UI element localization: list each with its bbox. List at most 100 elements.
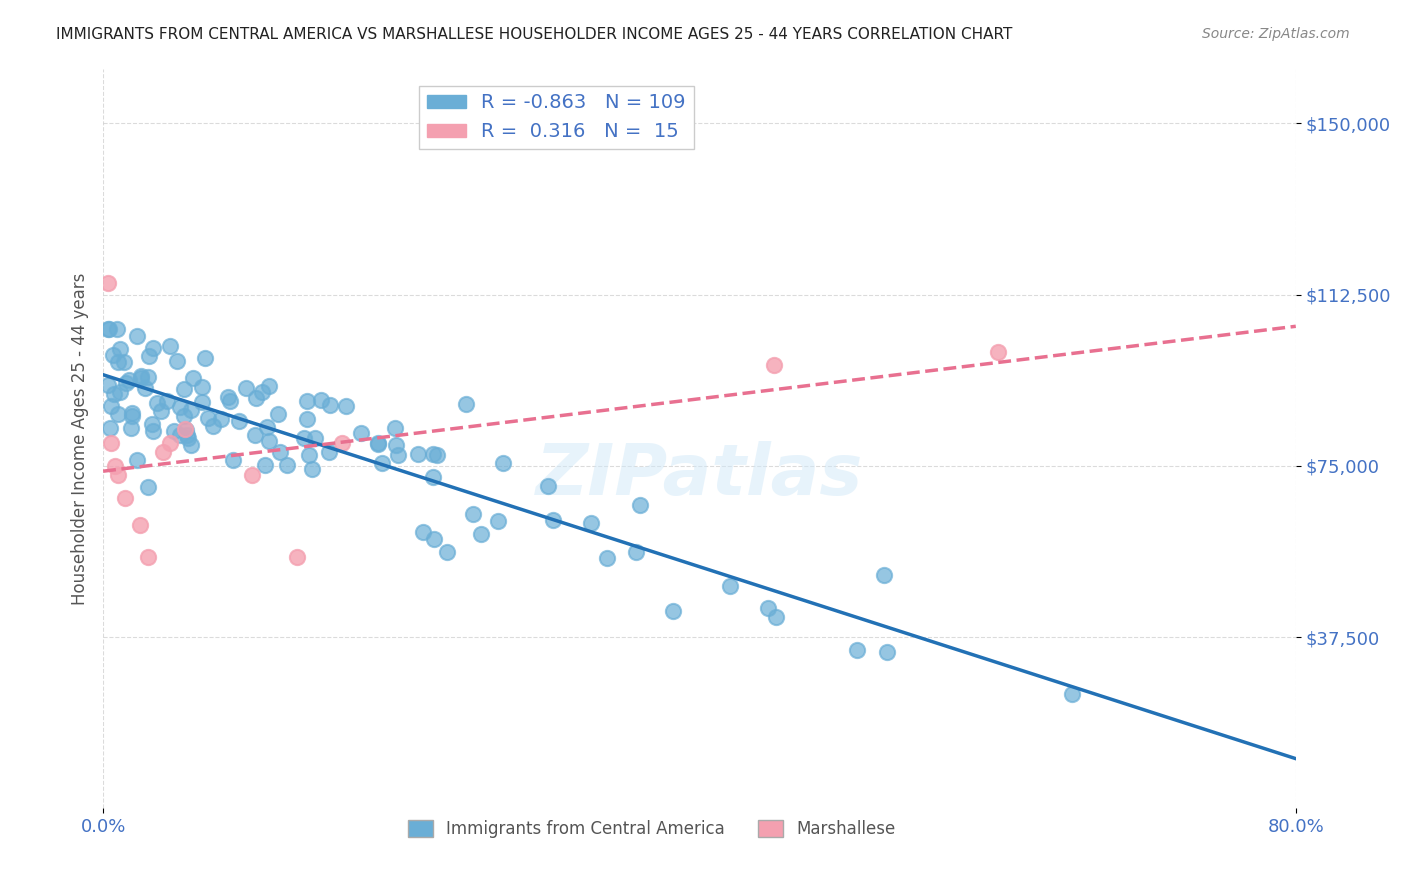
Immigrants from Central America [292,432,315,446]
Immigrants from Central America [107,355,129,369]
Marshallese [762,359,785,373]
Immigrants from Central America [461,508,484,522]
Immigrants from Central America [202,418,225,433]
Immigrants from Central America [423,532,446,546]
Immigrants from Central America [297,394,319,409]
Immigrants from Central America [141,417,163,432]
Immigrants from Central America [256,420,278,434]
Immigrants from Central America [335,399,357,413]
Immigrants from Central America [412,525,434,540]
Marshallese [987,344,1010,359]
Immigrants from Central America [367,437,389,451]
Immigrants from Central America [145,396,167,410]
Immigrants from Central America [486,514,509,528]
Immigrants from Central America [98,421,121,435]
Immigrants from Central America [125,452,148,467]
Immigrants from Central America [541,513,564,527]
Immigrants from Central America [169,400,191,414]
Immigrants from Central America [350,426,373,441]
Immigrants from Central America [222,453,245,467]
Immigrants from Central America [873,568,896,582]
Immigrants from Central America [228,414,250,428]
Immigrants from Central America [250,385,273,400]
Immigrants from Central America [156,394,179,409]
Marshallese [97,276,120,290]
Immigrants from Central America [191,380,214,394]
Immigrants from Central America [422,446,444,460]
Immigrants from Central America [120,421,142,435]
Immigrants from Central America [319,398,342,412]
Immigrants from Central America [176,423,198,437]
Immigrants from Central America [97,322,120,336]
Immigrants from Central America [197,410,219,425]
Immigrants from Central America [301,462,323,476]
Text: Source: ZipAtlas.com: Source: ZipAtlas.com [1202,27,1350,41]
Marshallese [136,550,159,565]
Immigrants from Central America [318,445,340,459]
Immigrants from Central America [422,470,444,484]
Immigrants from Central America [176,428,198,442]
Immigrants from Central America [426,448,449,462]
Immigrants from Central America [217,390,239,404]
Marshallese [104,458,127,473]
Immigrants from Central America [276,458,298,472]
Immigrants from Central America [367,435,389,450]
Immigrants from Central America [138,370,160,384]
Immigrants from Central America [718,579,741,593]
Immigrants from Central America [756,601,779,615]
Immigrants from Central America [115,376,138,390]
Immigrants from Central America [142,424,165,438]
Immigrants from Central America [384,421,406,435]
Immigrants from Central America [138,349,160,363]
Immigrants from Central America [180,403,202,417]
Immigrants from Central America [267,407,290,421]
Immigrants from Central America [173,383,195,397]
Marshallese [159,436,181,450]
Immigrants from Central America [194,351,217,365]
Immigrants from Central America [1062,687,1084,701]
Immigrants from Central America [295,412,318,426]
Immigrants from Central America [127,329,149,343]
Immigrants from Central America [845,642,868,657]
Immigrants from Central America [406,447,429,461]
Immigrants from Central America [257,379,280,393]
Immigrants from Central America [159,339,181,353]
Immigrants from Central America [97,378,120,392]
Text: IMMIGRANTS FROM CENTRAL AMERICA VS MARSHALLESE HOUSEHOLDER INCOME AGES 25 - 44 Y: IMMIGRANTS FROM CENTRAL AMERICA VS MARSH… [56,27,1012,42]
Immigrants from Central America [269,445,291,459]
Immigrants from Central America [218,393,240,408]
Marshallese [152,445,174,459]
Immigrants from Central America [166,354,188,368]
Immigrants from Central America [311,392,333,407]
Marshallese [114,491,136,505]
Marshallese [330,436,353,450]
Immigrants from Central America [436,544,458,558]
Immigrants from Central America [624,545,647,559]
Immigrants from Central America [579,516,602,531]
Immigrants from Central America [209,412,232,426]
Immigrants from Central America [110,385,132,400]
Immigrants from Central America [628,498,651,512]
Immigrants from Central America [129,371,152,385]
Immigrants from Central America [105,322,128,336]
Legend: Immigrants from Central America, Marshallese: Immigrants from Central America, Marshal… [401,813,903,845]
Immigrants from Central America [245,427,267,442]
Text: ZIPatlas: ZIPatlas [536,441,863,510]
Immigrants from Central America [121,406,143,420]
Immigrants from Central America [662,604,685,618]
Immigrants from Central America [107,408,129,422]
Y-axis label: Householder Income Ages 25 - 44 years: Householder Income Ages 25 - 44 years [72,272,89,605]
Immigrants from Central America [118,373,141,387]
Immigrants from Central America [121,409,143,423]
Immigrants from Central America [181,371,204,385]
Immigrants from Central America [173,409,195,424]
Immigrants from Central America [103,348,125,362]
Immigrants from Central America [253,458,276,473]
Immigrants from Central America [129,368,152,383]
Immigrants from Central America [537,479,560,493]
Immigrants from Central America [150,403,173,417]
Marshallese [129,518,152,533]
Marshallese [285,550,308,565]
Immigrants from Central America [765,610,787,624]
Immigrants from Central America [169,428,191,442]
